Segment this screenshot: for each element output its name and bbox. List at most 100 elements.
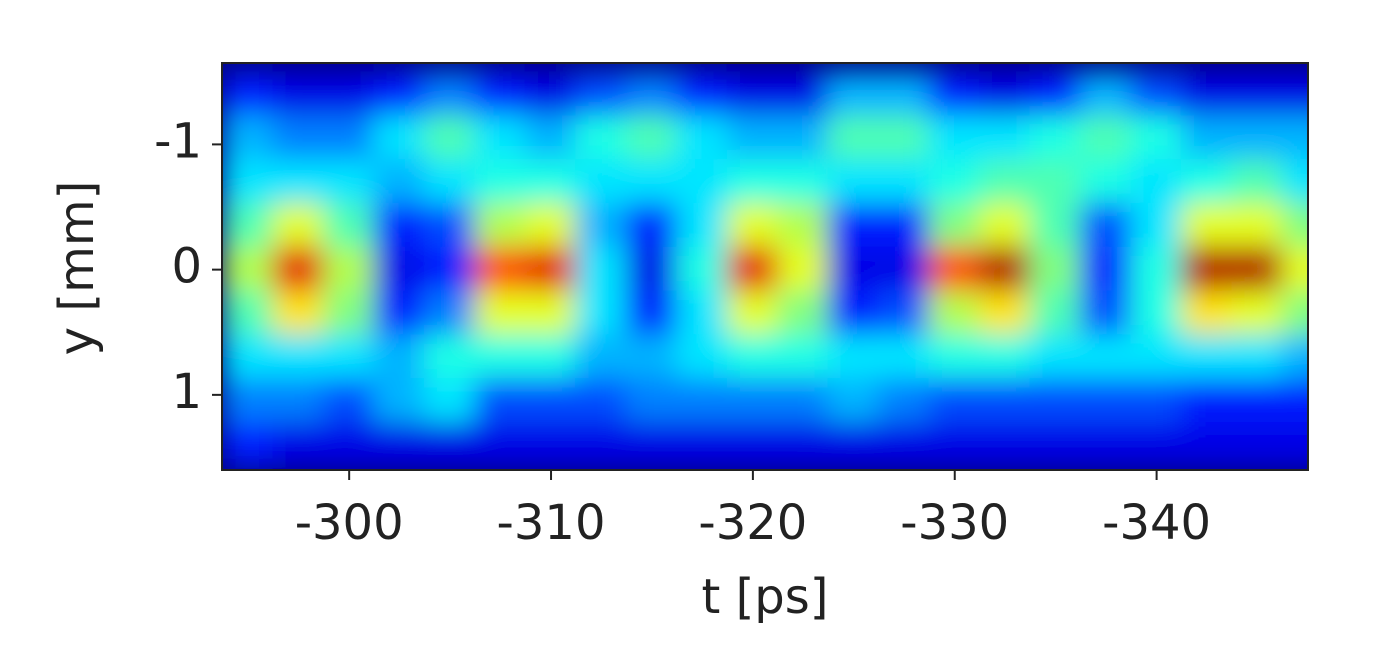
y-tick-label: -1 — [154, 113, 202, 169]
heatmap-cell — [322, 334, 376, 381]
plot-frame — [221, 62, 1309, 471]
heatmap-cell — [827, 334, 881, 381]
heatmap-cell — [928, 71, 981, 118]
heatmap-cell — [1281, 159, 1308, 205]
heatmap-cell — [726, 290, 780, 337]
heatmap-cell — [1079, 71, 1133, 118]
heatmap-cell — [373, 159, 426, 205]
heatmap-cell — [1231, 202, 1284, 249]
heatmap-cell — [423, 246, 477, 293]
heatmap-cell — [676, 159, 729, 205]
heatmap-cell — [878, 378, 931, 425]
heatmap-cell — [222, 378, 275, 425]
heatmap-cell — [978, 202, 1032, 249]
heatmap-cell — [676, 378, 729, 425]
heatmap-cell — [272, 378, 325, 425]
heatmap-cell — [1281, 422, 1308, 468]
heatmap-cell — [827, 378, 881, 425]
heatmap-cell — [978, 246, 1032, 293]
heatmap-cell — [625, 202, 679, 249]
heatmap-cell — [575, 115, 628, 162]
heatmap-cell — [625, 246, 679, 293]
heatmap-cell — [777, 422, 830, 468]
heatmap-cell — [1130, 334, 1183, 381]
heatmap — [222, 71, 1308, 468]
heatmap-cell — [474, 334, 527, 381]
heatmap-cell — [474, 246, 527, 293]
heatmap-cell — [373, 378, 426, 425]
heatmap-cell — [1029, 202, 1082, 249]
heatmap-cell — [827, 159, 881, 205]
heatmap-cell — [978, 378, 1032, 425]
heatmap-cell — [878, 246, 931, 293]
heatmap-cell — [272, 290, 325, 337]
heatmap-cell — [1281, 246, 1308, 293]
heatmap-cell — [423, 202, 477, 249]
heatmap-cell — [524, 378, 578, 425]
heatmap-cell — [272, 115, 325, 162]
heatmap-cell — [625, 422, 679, 468]
heatmap-cell — [1029, 334, 1082, 381]
heatmap-cell — [676, 115, 729, 162]
heatmap-cell — [524, 290, 578, 337]
heatmap-cell — [575, 422, 628, 468]
heatmap-cell — [1281, 378, 1308, 425]
x-axis-label: t [ps] — [701, 569, 828, 625]
heatmap-cell — [474, 378, 527, 425]
heatmap-cell — [575, 202, 628, 249]
heatmap-cell — [1130, 290, 1183, 337]
heatmap-cell — [1029, 290, 1082, 337]
heatmap-cell — [1281, 71, 1308, 118]
heatmap-cell — [423, 115, 477, 162]
heatmap-cell — [474, 422, 527, 468]
heatmap-cell — [777, 159, 830, 205]
heatmap-cell — [272, 202, 325, 249]
heatmap-cell — [625, 71, 679, 118]
heatmap-cell — [1180, 334, 1234, 381]
x-tick-label: -320 — [698, 495, 807, 551]
heatmap-cell — [726, 378, 780, 425]
heatmap-cell — [676, 71, 729, 118]
heatmap-cell — [928, 159, 981, 205]
heatmap-cell — [1231, 378, 1284, 425]
heatmap-cell — [1029, 159, 1082, 205]
heatmap-cell — [222, 115, 275, 162]
heatmap-cell — [625, 334, 679, 381]
heatmap-cell — [524, 159, 578, 205]
heatmap-cell — [777, 71, 830, 118]
heatmap-cell — [474, 202, 527, 249]
heatmap-cell — [676, 334, 729, 381]
heatmap-cell — [878, 422, 931, 468]
heatmap-cell — [1281, 290, 1308, 337]
y-tick-label: 0 — [171, 239, 202, 295]
heatmap-cell — [878, 202, 931, 249]
heatmap-cell — [827, 71, 881, 118]
heatmap-cell — [423, 378, 477, 425]
heatmap-cell — [878, 115, 931, 162]
heatmap-cell — [928, 422, 981, 468]
heatmap-cell — [322, 422, 376, 468]
heatmap-cell — [1079, 246, 1133, 293]
heatmap-cell — [978, 290, 1032, 337]
heatmap-cell — [1029, 115, 1082, 162]
heatmap-cell — [1180, 159, 1234, 205]
heatmap-cell — [1231, 71, 1284, 118]
heatmap-cell — [272, 334, 325, 381]
heatmap-cell — [575, 71, 628, 118]
heatmap-cell — [322, 71, 376, 118]
heatmap-cell — [827, 202, 881, 249]
heatmap-cell — [978, 115, 1032, 162]
heatmap-cell — [322, 246, 376, 293]
heatmap-cell — [1231, 246, 1284, 293]
heatmap-cell — [777, 246, 830, 293]
heatmap-cell — [827, 422, 881, 468]
heatmap-cell — [676, 246, 729, 293]
heatmap-cell — [1180, 422, 1234, 468]
heatmap-cell — [524, 71, 578, 118]
heatmap-cell — [474, 290, 527, 337]
x-tick-label: -340 — [1102, 495, 1211, 551]
heatmap-cell — [524, 202, 578, 249]
heatmap-cell — [978, 422, 1032, 468]
heatmap-cell — [827, 290, 881, 337]
heatmap-cell — [1180, 115, 1234, 162]
